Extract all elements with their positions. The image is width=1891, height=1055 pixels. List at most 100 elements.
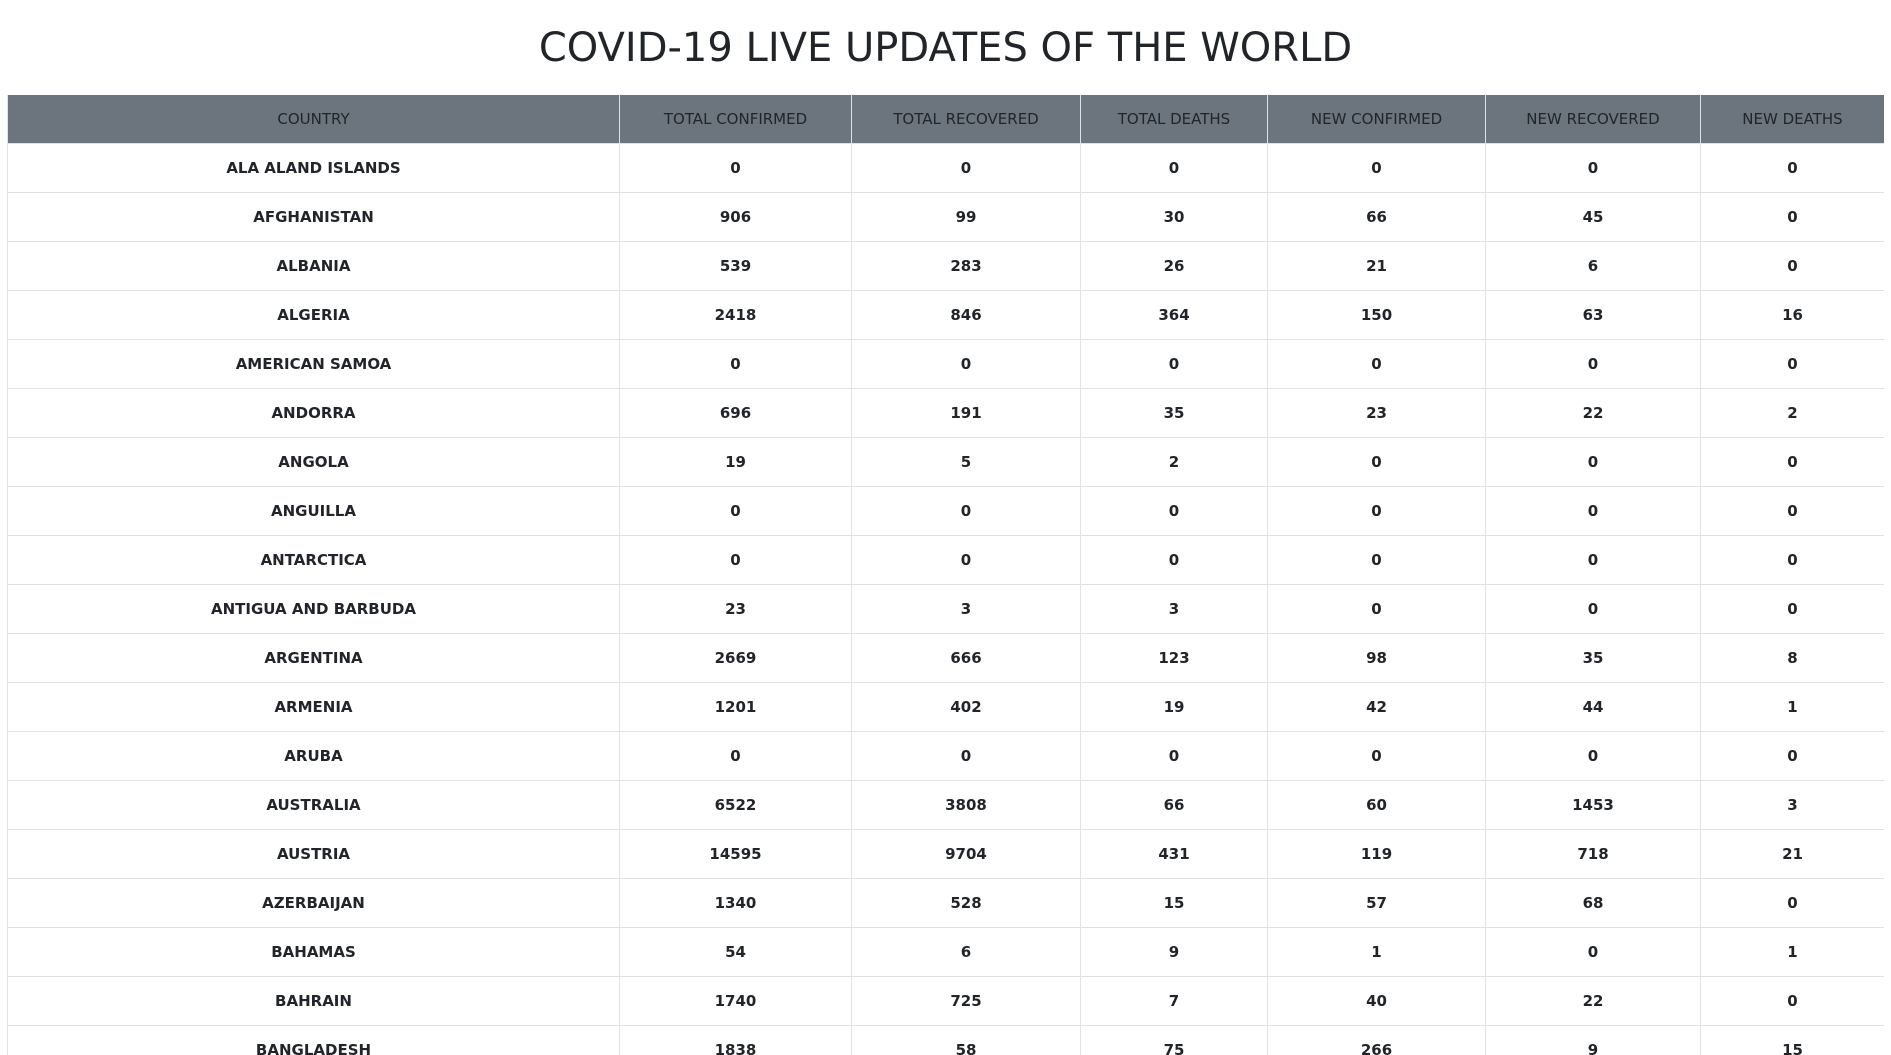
cell-total-confirmed: 906 xyxy=(619,192,852,242)
cell-total-recovered: 0 xyxy=(851,731,1081,781)
cell-total-confirmed: 2418 xyxy=(619,290,852,340)
cell-total-deaths: 431 xyxy=(1080,829,1268,879)
cell-total-deaths: 3 xyxy=(1080,584,1268,634)
table-row: ALA ALAND ISLANDS 0 0 0 0 0 0 xyxy=(7,143,1884,193)
cell-new-deaths: 0 xyxy=(1700,535,1884,585)
cell-total-recovered: 725 xyxy=(851,976,1081,1026)
cell-new-confirmed: 42 xyxy=(1267,682,1486,732)
cell-country: ARMENIA xyxy=(7,682,620,732)
cell-new-deaths: 16 xyxy=(1700,290,1884,340)
cell-new-confirmed: 60 xyxy=(1267,780,1486,830)
cell-total-recovered: 3 xyxy=(851,584,1081,634)
cell-total-deaths: 0 xyxy=(1080,486,1268,536)
cell-new-deaths: 0 xyxy=(1700,143,1884,193)
covid-table: COUNTRY TOTAL CONFIRMED TOTAL RECOVERED … xyxy=(7,95,1884,1055)
cell-total-recovered: 9704 xyxy=(851,829,1081,879)
cell-country: AUSTRALIA xyxy=(7,780,620,830)
cell-total-confirmed: 696 xyxy=(619,388,852,438)
table-header-row: COUNTRY TOTAL CONFIRMED TOTAL RECOVERED … xyxy=(7,95,1884,144)
cell-total-recovered: 846 xyxy=(851,290,1081,340)
cell-total-confirmed: 1740 xyxy=(619,976,852,1026)
cell-new-confirmed: 150 xyxy=(1267,290,1486,340)
cell-new-recovered: 718 xyxy=(1485,829,1701,879)
cell-new-confirmed: 0 xyxy=(1267,143,1486,193)
cell-total-confirmed: 0 xyxy=(619,143,852,193)
cell-new-deaths: 0 xyxy=(1700,192,1884,242)
cell-new-confirmed: 119 xyxy=(1267,829,1486,879)
cell-total-deaths: 0 xyxy=(1080,731,1268,781)
cell-total-recovered: 528 xyxy=(851,878,1081,928)
cell-country: BANGLADESH xyxy=(7,1025,620,1055)
cell-total-recovered: 191 xyxy=(851,388,1081,438)
cell-new-deaths: 0 xyxy=(1700,339,1884,389)
cell-new-recovered: 9 xyxy=(1485,1025,1701,1055)
table-header: COUNTRY TOTAL CONFIRMED TOTAL RECOVERED … xyxy=(7,95,1884,144)
cell-new-confirmed: 0 xyxy=(1267,437,1486,487)
cell-new-recovered: 0 xyxy=(1485,731,1701,781)
cell-new-recovered: 45 xyxy=(1485,192,1701,242)
cell-total-recovered: 666 xyxy=(851,633,1081,683)
cell-new-confirmed: 57 xyxy=(1267,878,1486,928)
cell-total-recovered: 6 xyxy=(851,927,1081,977)
cell-total-recovered: 99 xyxy=(851,192,1081,242)
cell-total-confirmed: 19 xyxy=(619,437,852,487)
cell-total-confirmed: 539 xyxy=(619,241,852,291)
cell-total-confirmed: 1340 xyxy=(619,878,852,928)
cell-new-confirmed: 266 xyxy=(1267,1025,1486,1055)
cell-total-confirmed: 54 xyxy=(619,927,852,977)
cell-country: BAHRAIN xyxy=(7,976,620,1026)
cell-new-recovered: 0 xyxy=(1485,143,1701,193)
table-row: ANGOLA 19 5 2 0 0 0 xyxy=(7,437,1884,487)
cell-country: ANTARCTICA xyxy=(7,535,620,585)
cell-new-recovered: 22 xyxy=(1485,388,1701,438)
cell-country: BAHAMAS xyxy=(7,927,620,977)
cell-total-deaths: 75 xyxy=(1080,1025,1268,1055)
table-row: AUSTRIA 14595 9704 431 119 718 21 xyxy=(7,829,1884,879)
header-new-deaths: NEW DEATHS xyxy=(1700,95,1884,144)
cell-country: ALBANIA xyxy=(7,241,620,291)
header-new-confirmed: NEW CONFIRMED xyxy=(1267,95,1486,144)
cell-total-deaths: 19 xyxy=(1080,682,1268,732)
cell-new-recovered: 0 xyxy=(1485,339,1701,389)
cell-new-recovered: 68 xyxy=(1485,878,1701,928)
cell-new-confirmed: 0 xyxy=(1267,731,1486,781)
table-row: ALBANIA 539 283 26 21 6 0 xyxy=(7,241,1884,291)
cell-country: ALA ALAND ISLANDS xyxy=(7,143,620,193)
cell-total-recovered: 0 xyxy=(851,535,1081,585)
table-row: AUSTRALIA 6522 3808 66 60 1453 3 xyxy=(7,780,1884,830)
cell-total-confirmed: 2669 xyxy=(619,633,852,683)
cell-total-recovered: 3808 xyxy=(851,780,1081,830)
cell-total-confirmed: 6522 xyxy=(619,780,852,830)
cell-new-confirmed: 98 xyxy=(1267,633,1486,683)
cell-total-confirmed: 0 xyxy=(619,486,852,536)
cell-total-confirmed: 1838 xyxy=(619,1025,852,1055)
cell-new-deaths: 8 xyxy=(1700,633,1884,683)
cell-country: AZERBAIJAN xyxy=(7,878,620,928)
table-row: ARMENIA 1201 402 19 42 44 1 xyxy=(7,682,1884,732)
cell-new-deaths: 0 xyxy=(1700,486,1884,536)
cell-country: AUSTRIA xyxy=(7,829,620,879)
cell-total-recovered: 5 xyxy=(851,437,1081,487)
table-row: BAHAMAS 54 6 9 1 0 1 xyxy=(7,927,1884,977)
cell-new-confirmed: 1 xyxy=(1267,927,1486,977)
cell-total-deaths: 35 xyxy=(1080,388,1268,438)
cell-country: ANDORRA xyxy=(7,388,620,438)
cell-new-recovered: 6 xyxy=(1485,241,1701,291)
table-row: BANGLADESH 1838 58 75 266 9 15 xyxy=(7,1025,1884,1055)
cell-total-deaths: 66 xyxy=(1080,780,1268,830)
table-row: AMERICAN SAMOA 0 0 0 0 0 0 xyxy=(7,339,1884,389)
cell-total-recovered: 0 xyxy=(851,486,1081,536)
cell-new-deaths: 3 xyxy=(1700,780,1884,830)
header-country: COUNTRY xyxy=(7,95,620,144)
cell-country: ANGUILLA xyxy=(7,486,620,536)
table-row: BAHRAIN 1740 725 7 40 22 0 xyxy=(7,976,1884,1026)
cell-total-deaths: 0 xyxy=(1080,535,1268,585)
cell-total-confirmed: 0 xyxy=(619,339,852,389)
cell-total-confirmed: 1201 xyxy=(619,682,852,732)
table-row: ARUBA 0 0 0 0 0 0 xyxy=(7,731,1884,781)
cell-total-recovered: 0 xyxy=(851,339,1081,389)
cell-new-confirmed: 0 xyxy=(1267,535,1486,585)
cell-total-deaths: 7 xyxy=(1080,976,1268,1026)
cell-total-recovered: 283 xyxy=(851,241,1081,291)
